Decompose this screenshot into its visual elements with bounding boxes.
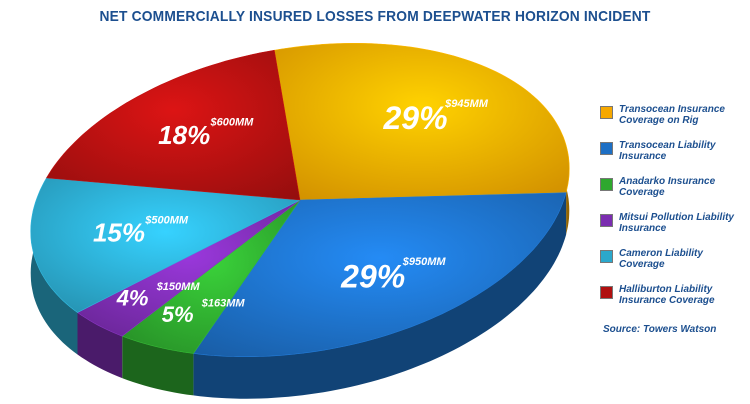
slice-amount-label: $950MM [402, 256, 447, 268]
slice-amount-label: $945MM [444, 98, 489, 110]
legend-label: Transocean Insurance Coverage on Rig [619, 104, 725, 126]
legend-swatch [600, 142, 613, 155]
legend-swatch [600, 178, 613, 191]
legend-label: Mitsui Pollution Liability Insurance [619, 212, 734, 234]
legend-label: Cameron Liability Coverage [619, 248, 703, 270]
slice-amount-label: $163MM [201, 298, 246, 310]
slice-percent-label: 29% [382, 100, 447, 136]
slice-amount-label: $600MM [210, 117, 255, 129]
slice-percent-label: 5% [162, 302, 194, 327]
legend-swatch [600, 106, 613, 119]
legend-swatch [600, 214, 613, 227]
legend-label: Transocean Liability Insurance [619, 140, 716, 162]
legend-item: Transocean Liability Insurance [600, 140, 745, 176]
slice-percent-label: 4% [116, 285, 149, 310]
slice-percent-label: 29% [340, 259, 405, 295]
slice-percent-label: 18% [158, 120, 210, 150]
legend-item: Mitsui Pollution Liability Insurance [600, 212, 745, 248]
legend-item: Anadarko Insurance Coverage [600, 176, 745, 212]
legend-label: Halliburton Liability Insurance Coverage [619, 284, 715, 306]
pie-slice-3 [76, 199, 301, 337]
pie-slice-0 [273, 43, 570, 201]
slice-amount-label: $500MM [144, 214, 189, 226]
pie-side-3 [77, 312, 123, 379]
pie-side-1 [193, 192, 567, 399]
chart-title: NET COMMERCIALLY INSURED LOSSES FROM DEE… [99, 8, 651, 25]
slice-amount-label: $150MM [156, 281, 201, 293]
slice-percent-label: 15% [93, 218, 145, 248]
pie-slice-4 [30, 177, 302, 313]
legend-item: Transocean Insurance Coverage on Rig [600, 104, 745, 140]
source-note: Source: Towers Watson [603, 324, 717, 335]
legend: Transocean Insurance Coverage on Rig Tra… [600, 104, 745, 320]
pie-slice-5 [45, 49, 301, 201]
legend-item: Cameron Liability Coverage [600, 248, 745, 284]
pie-slice-2 [121, 199, 301, 354]
legend-item: Halliburton Liability Insurance Coverage [600, 284, 745, 320]
pie-slice-1 [192, 192, 567, 357]
legend-swatch [600, 286, 613, 299]
legend-label: Anadarko Insurance Coverage [619, 176, 716, 198]
legend-swatch [600, 250, 613, 263]
